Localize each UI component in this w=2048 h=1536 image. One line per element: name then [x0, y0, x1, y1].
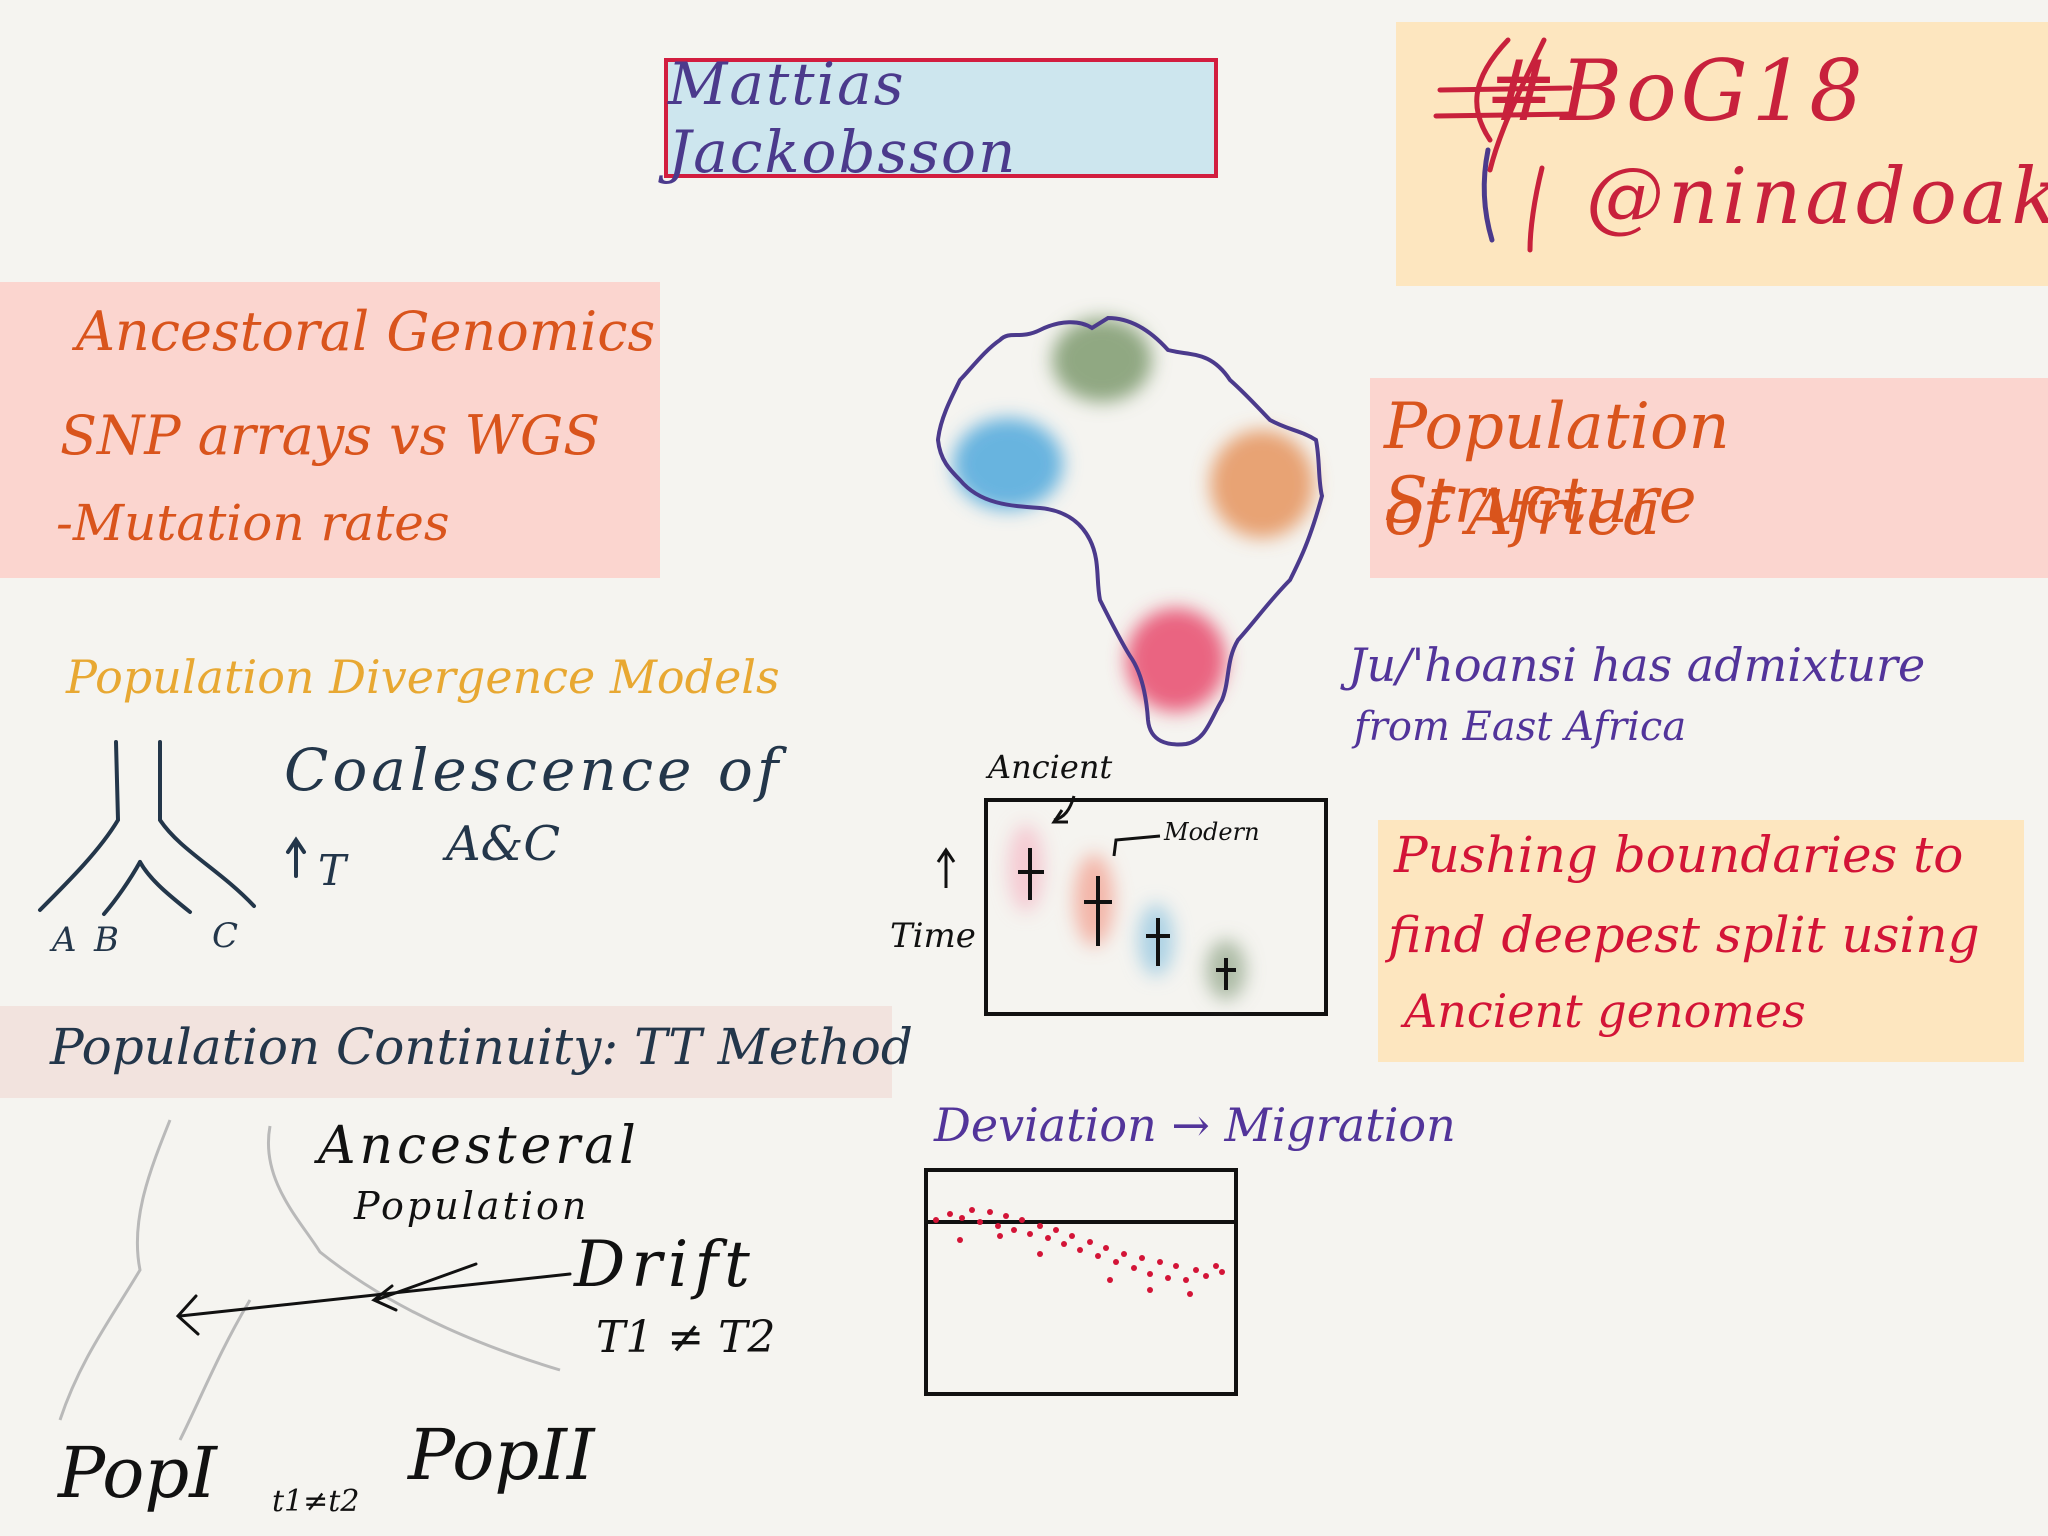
time-plot-diamonds: [1008, 824, 1246, 1000]
ancestral-line2: -Mutation rates: [56, 494, 450, 552]
africa-heading-line2: of Africa: [1384, 476, 1661, 550]
ancestral-genomics-box: Ancestoral Genomics SNP arrays vs WGS -M…: [0, 282, 660, 578]
population-blobs: [953, 318, 1314, 712]
africa-heading-box: Population Structure of Africa: [1370, 378, 2048, 578]
continuity-band: [0, 1006, 892, 1098]
deviation-migration-label: Deviation → Migration: [934, 1098, 1456, 1152]
tree-label-b: B: [94, 920, 119, 960]
migration-points: [933, 1207, 1225, 1297]
t-label: T: [318, 846, 347, 895]
hashtag-box: #BoG18 @ninadoak: [1396, 22, 2048, 286]
hashtag-text: #BoG18: [1486, 42, 1867, 140]
drift-arrows: [175, 1262, 572, 1336]
speaker-name: Mattias Jackobsson: [668, 50, 1018, 186]
pushing-line1: Pushing boundaries to: [1394, 826, 1964, 884]
pushing-line3: Ancient genomes: [1404, 984, 1806, 1038]
pop2-text: PopII: [408, 1414, 595, 1496]
ac-text: A&C: [446, 816, 561, 872]
tree-label-a: A: [52, 920, 77, 960]
migration-plot-frame: [924, 1168, 1238, 1396]
coalescence-text: Coalescence of: [284, 736, 783, 804]
blob-pink: [1126, 608, 1226, 712]
drift-text: Drift: [574, 1228, 756, 1302]
t1-t2-text: T1 ≠ T2: [596, 1312, 776, 1363]
handle-text: @ninadoak: [1586, 152, 2048, 242]
ancestral-pop-text: Ancesteral: [318, 1116, 640, 1176]
continuity-grey-lines: [58, 1119, 561, 1441]
africa-heading-line1: Population Structure: [1384, 390, 1730, 538]
tree-label-c: C: [212, 916, 239, 956]
africa-outline: [935, 315, 1325, 747]
pop-subscript: t1≠t2: [272, 1484, 360, 1519]
time-plot-frame: [984, 798, 1328, 1016]
ancient-label: Ancient: [988, 748, 1113, 786]
pushing-line2: find deepest split using: [1388, 906, 1980, 964]
divergence-tree: [38, 740, 306, 916]
time-plot-crosses: [1018, 848, 1236, 990]
blob-orange: [1210, 430, 1314, 538]
population-text: Population: [354, 1184, 590, 1228]
speaker-title-box: Mattias Jackobsson: [664, 50, 1218, 186]
pushing-box: Pushing boundaries to find deepest split…: [1378, 820, 2024, 1062]
pop1-text: PopI: [58, 1432, 217, 1514]
ancestral-line1: SNP arrays vs WGS: [60, 404, 601, 467]
africa-note-line1: Ju/'hoansi has admixture: [1348, 638, 1926, 692]
time-label: Time: [890, 916, 976, 956]
ancestral-heading: Ancestoral Genomics: [76, 300, 656, 363]
modern-label: Modern: [1164, 818, 1260, 846]
continuity-heading: Population Continuity: TT Method: [50, 1018, 913, 1076]
africa-note-line2: from East Africa: [1354, 704, 1687, 750]
divergence-heading: Population Divergence Models: [66, 650, 780, 704]
blob-green: [1052, 318, 1152, 402]
time-plot-arrows: [936, 795, 1161, 888]
blob-blue: [953, 418, 1063, 510]
hash-symbol-icon: [1433, 37, 1577, 253]
